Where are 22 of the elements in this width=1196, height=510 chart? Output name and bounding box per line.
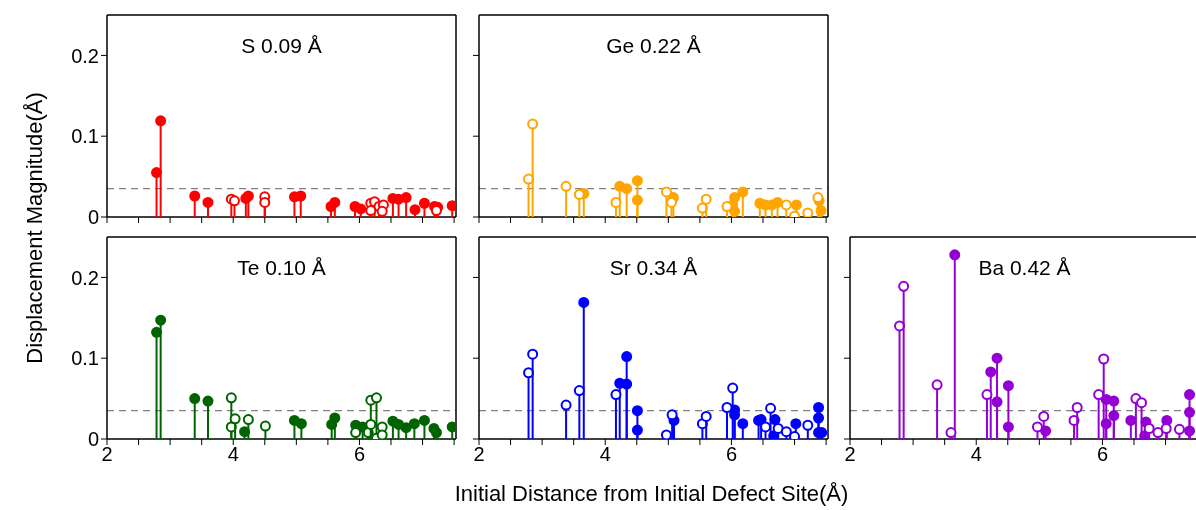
y-tick-label: 0 — [87, 206, 99, 229]
y-tick-label: 0 — [87, 428, 99, 451]
y-tick-label: 0.2 — [71, 266, 99, 289]
text: Ge 0.22 Å — [605, 34, 702, 58]
text: Te 0.10 Å — [236, 256, 327, 280]
y-axis-title: Displacement Magnitude(Å) — [22, 91, 48, 366]
text: Sr 0.34 Å — [608, 256, 699, 280]
x-tick-label: 2 — [473, 443, 485, 466]
text: Ba 0.42 Å — [977, 256, 1072, 280]
x-tick-label: 6 — [725, 443, 737, 466]
x-tick-label: 4 — [599, 443, 611, 466]
x-tick-label: 4 — [970, 443, 982, 466]
y-tick-label: 0.1 — [71, 347, 99, 370]
y-tick-label: 0.1 — [71, 125, 99, 148]
x-tick-label: 6 — [353, 443, 365, 466]
x-tick-label: 4 — [227, 443, 239, 466]
text: S 0.09 Å — [240, 34, 323, 58]
x-tick-label: 2 — [844, 443, 856, 466]
y-tick-label: 0.2 — [71, 44, 99, 67]
x-axis-title: Initial Distance from Initial Defect Site(Å) — [453, 481, 850, 507]
x-tick-label: 6 — [1096, 443, 1108, 466]
x-tick-label: 2 — [101, 443, 113, 466]
